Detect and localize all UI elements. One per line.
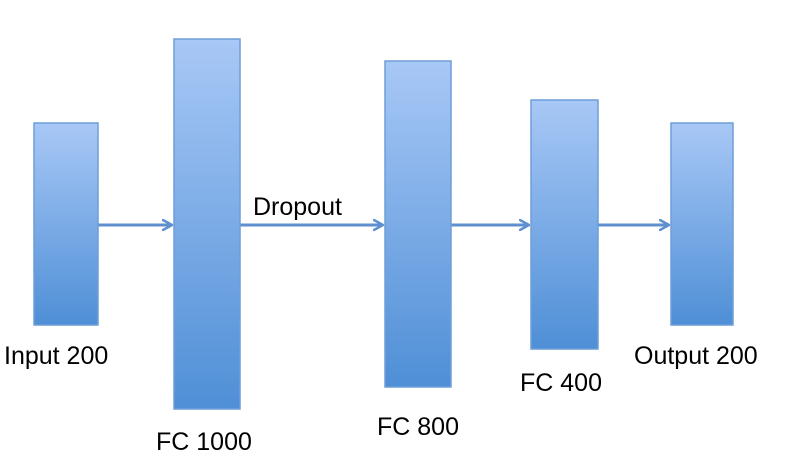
layer-box-fc1000	[173, 38, 241, 410]
layer-box-fc400	[530, 99, 599, 350]
edge-label-dropout: Dropout	[253, 193, 342, 221]
layer-label-fc800: FC 800	[377, 413, 459, 441]
layer-box-input	[33, 122, 99, 326]
layer-label-fc400: FC 400	[520, 369, 602, 397]
layer-label-fc1000: FC 1000	[156, 428, 252, 456]
layer-label-output: Output 200	[634, 342, 758, 370]
layer-box-fc800	[384, 60, 452, 388]
layer-label-input: Input 200	[4, 342, 108, 370]
layer-box-output	[670, 122, 734, 326]
